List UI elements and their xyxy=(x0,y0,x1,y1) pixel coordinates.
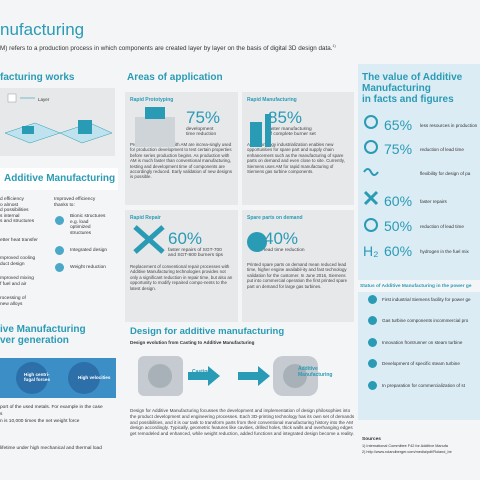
card xyxy=(242,210,354,322)
card xyxy=(125,92,238,205)
card-label: Spare parts on demand xyxy=(247,215,303,221)
check xyxy=(368,359,377,368)
caption: development time reduction xyxy=(186,127,217,138)
check xyxy=(368,381,377,390)
status-item: Innovation frontrunner on steam turbine xyxy=(382,340,463,345)
title: nufacturing xyxy=(0,20,85,39)
card-label: Rapid Repair xyxy=(130,215,161,221)
diagram: Layer xyxy=(0,88,115,156)
fact: faster repairs xyxy=(420,199,447,204)
panel xyxy=(358,64,480,280)
card xyxy=(125,210,238,322)
status-item: In preparation for commercialization of … xyxy=(382,383,465,388)
fact: less resources in production xyxy=(420,123,478,128)
layer-diagram xyxy=(4,93,113,144)
text: port of the used metals. For example in … xyxy=(0,405,103,410)
subheading: Design evolution from Casting to Additiv… xyxy=(130,340,255,345)
benefit: Integrated design xyxy=(70,248,108,253)
figure: 40% xyxy=(264,229,299,248)
paragraph: Printed spare parts on demand mean reduc… xyxy=(247,262,348,289)
benefit-heading: Improved efficiency thanks to: xyxy=(54,197,96,208)
figure: 60% xyxy=(384,193,413,209)
benefit: d efficiency o almost d possibilities s … xyxy=(0,197,35,225)
panel xyxy=(358,292,480,420)
label: Additive Manufacturing xyxy=(298,366,333,378)
badge-text: High centri- fugal forces xyxy=(24,372,51,382)
heading: Areas of application xyxy=(127,72,223,83)
card-label: Rapid Prototyping xyxy=(130,97,174,103)
benefit: mproved mixing f fuel and air xyxy=(0,276,34,287)
badge xyxy=(68,362,100,394)
layer-label: Layer xyxy=(38,97,50,102)
heading: Design for additive manufacturing xyxy=(130,326,285,337)
source: 1) International Committee F42 for Addit… xyxy=(362,444,448,448)
design-image xyxy=(138,356,318,396)
figure: 60% xyxy=(168,229,203,248)
fact: reduction of lead time xyxy=(420,224,464,229)
source: 2) http://www.rolandberger.com/media/pdf… xyxy=(362,450,452,454)
figure: 65% xyxy=(384,117,413,133)
paragraph: Design for Additive Manufacturing focuss… xyxy=(130,408,355,437)
heading: ive Manufacturing ver generation xyxy=(0,324,86,346)
band xyxy=(0,168,118,190)
caption: lead time reduction xyxy=(264,248,305,253)
benefit: etter heat transfer xyxy=(0,238,38,243)
note: 1) xyxy=(332,44,336,48)
status-item: First industrial Siemens facility for po… xyxy=(382,297,471,302)
icon xyxy=(55,246,64,255)
label: Casting xyxy=(192,369,211,375)
card xyxy=(242,92,354,205)
paragraph: Prototypes produced with AM are increa-s… xyxy=(130,142,233,180)
icon-label: H₂ xyxy=(363,243,379,259)
heading: The value of Additive Manufacturing in f… xyxy=(362,72,463,105)
paragraph: Replacement of conventional repair proce… xyxy=(130,264,233,291)
status-item: Development of specific steam turbine xyxy=(382,361,460,366)
sources-title: Sources xyxy=(362,437,381,442)
check xyxy=(368,316,377,325)
icon xyxy=(55,216,64,225)
fact: hydrogen in the fuel mix xyxy=(420,249,469,254)
heading: facturing works xyxy=(0,72,75,83)
figure: 75% xyxy=(186,108,221,127)
fact: reduction of lead time xyxy=(420,147,464,152)
subheading: Status of Additive Manufacturing in the … xyxy=(360,284,472,289)
text: s xyxy=(0,412,3,417)
card-label: Rapid Manufacturing xyxy=(247,97,297,103)
benefit: Weight reduction xyxy=(70,265,106,270)
status-item: Gas turbine components incommercial pro xyxy=(382,318,469,323)
benefit: rocessing of new alloys xyxy=(0,296,26,307)
badge xyxy=(16,362,48,394)
benefit: mproved cooling duct design xyxy=(0,256,36,267)
figure: 75% xyxy=(384,141,413,157)
heading: Additive Manufacturing xyxy=(4,173,116,184)
figure: 60% xyxy=(384,243,413,259)
text: lifetime under high mechanical and therm… xyxy=(0,446,102,451)
intro: M) refers to a production process in whi… xyxy=(0,44,336,52)
benefit: Bionic structures e.g. load optimized st… xyxy=(70,214,106,236)
fact-icons xyxy=(363,115,379,232)
text: n is 10,000 times the net weight force xyxy=(0,419,80,424)
check xyxy=(368,295,377,304)
caption: faster repairs of SGT-700 and SGT-800 bu… xyxy=(168,248,223,259)
card-icons xyxy=(133,107,271,254)
fact: flexibility for design of pa xyxy=(420,171,471,176)
check xyxy=(368,338,377,347)
intro-text: M) refers to a production process in whi… xyxy=(0,45,333,53)
icon xyxy=(55,263,64,272)
figure: 85% xyxy=(268,108,303,127)
badge-text: High velocities xyxy=(78,375,111,380)
figure: 50% xyxy=(384,218,413,234)
